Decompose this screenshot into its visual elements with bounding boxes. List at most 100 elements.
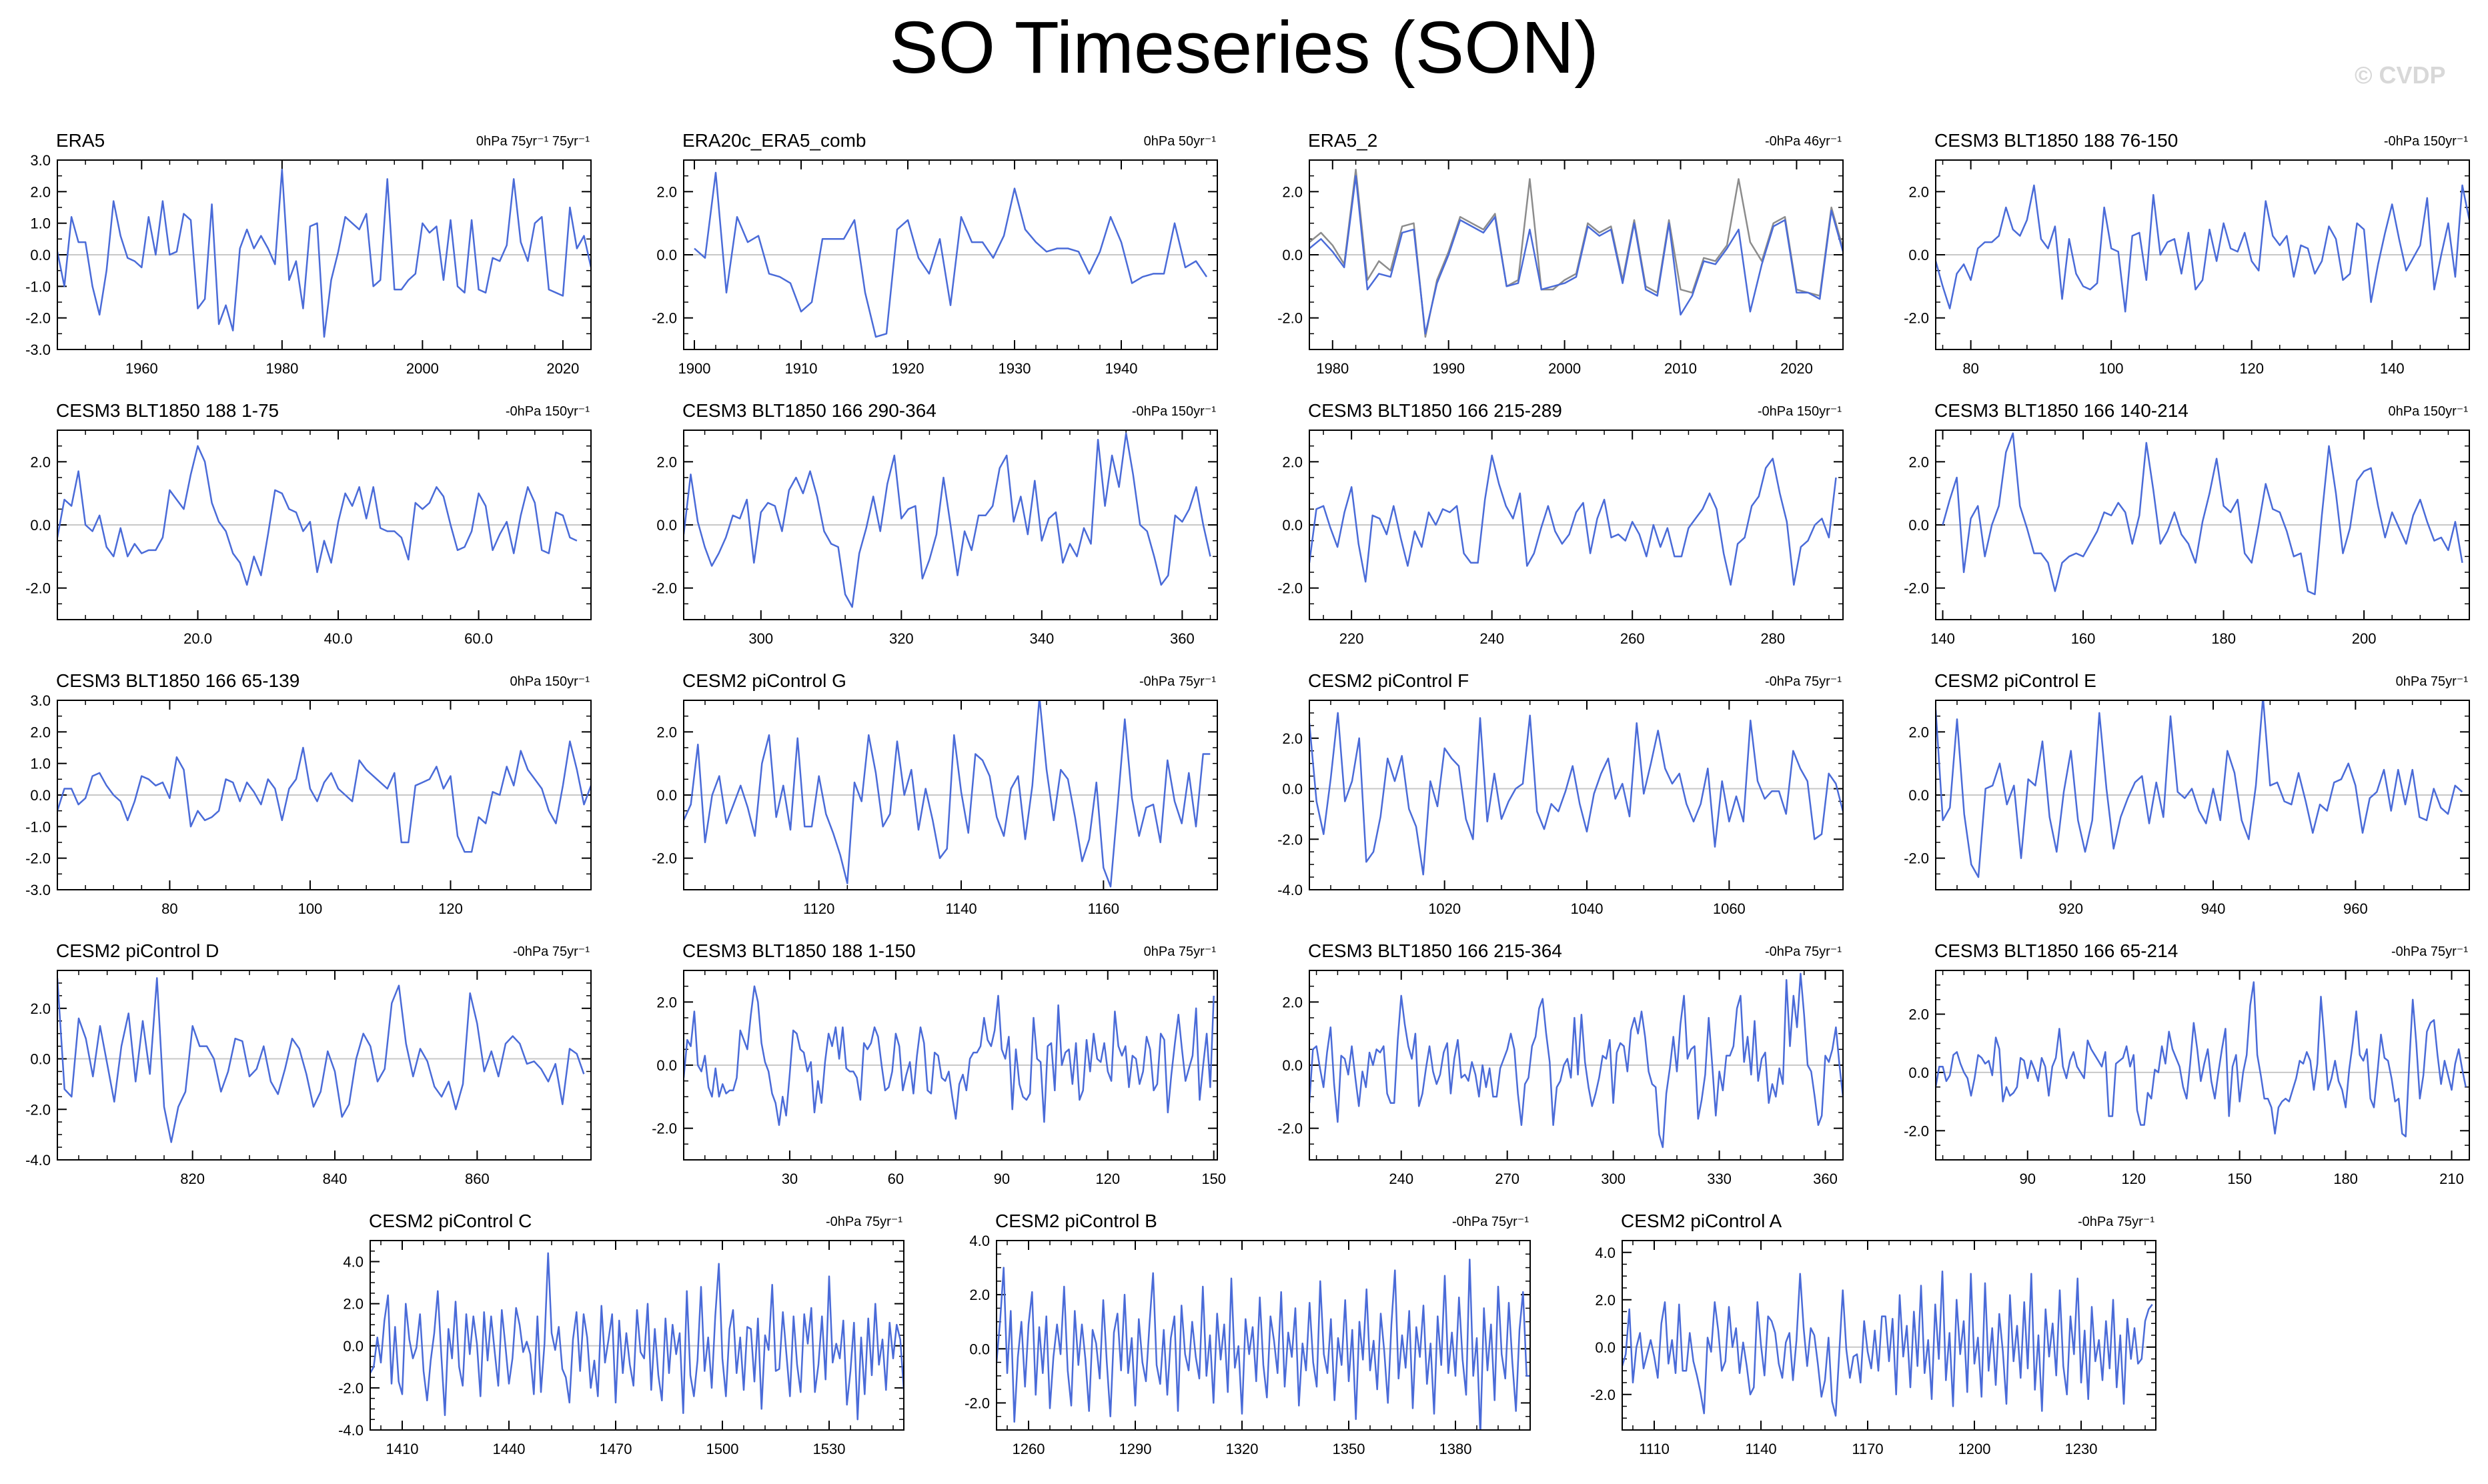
x-tick-label: 1230 — [2065, 1441, 2098, 1457]
panel-17: CESM2 piControl C -0hPa 75yr⁻¹ -4.0 -2.0 0.0… — [338, 1211, 904, 1457]
y-tick-label: -2.0 — [338, 1380, 364, 1397]
y-tick-label: 2.0 — [1908, 454, 1929, 470]
x-tick-label: 180 — [2333, 1171, 2358, 1187]
panel-6: CESM3 BLT1850 166 290-364 -0hPa 150yr⁻¹ -2… — [652, 400, 1218, 647]
panel-title: ERA5_2 — [1308, 130, 1377, 151]
plot-frame — [1935, 430, 2470, 620]
y-tick-label: 2.0 — [343, 1296, 364, 1313]
y-tick-label: 0.0 — [1595, 1339, 1616, 1356]
panel-title: CESM2 piControl G — [682, 670, 846, 691]
x-tick-label: 160 — [2071, 630, 2096, 647]
x-tick-label: 1940 — [1105, 360, 1138, 377]
panel-title: CESM3 BLT1850 166 215-289 — [1308, 400, 1562, 421]
x-tick-label: 150 — [2227, 1171, 2252, 1187]
x-tick-label: 360 — [1813, 1171, 1838, 1187]
y-tick-label: 0.0 — [656, 247, 677, 263]
x-tick-label: 1500 — [706, 1441, 739, 1457]
plot-frame — [996, 1240, 1531, 1431]
y-tick-label: 2.0 — [1282, 454, 1303, 470]
x-tick-label: 1530 — [813, 1441, 846, 1457]
panel-title: CESM2 piControl D — [56, 940, 219, 961]
x-tick-label: 1200 — [1958, 1441, 1991, 1457]
y-tick-label: -2.0 — [25, 310, 51, 327]
y-tick-label: 0.0 — [1282, 781, 1303, 798]
y-tick-label: 2.0 — [656, 994, 677, 1010]
y-tick-label: -2.0 — [25, 580, 51, 597]
x-tick-label: 840 — [323, 1171, 348, 1187]
panel-subtitle: -0hPa 150yr⁻¹ — [506, 404, 590, 419]
x-tick-label: 90 — [994, 1171, 1010, 1187]
y-tick-label: 0.0 — [656, 787, 677, 804]
y-tick-label: 2.0 — [1908, 724, 1929, 740]
panel-12: CESM2 piControl E 0hPa 75yr⁻¹ -2.0 0.0 2.0 92… — [1904, 670, 2470, 917]
plot-frame — [1935, 159, 2470, 350]
y-tick-label: -2.0 — [25, 850, 51, 867]
series-line — [684, 700, 1211, 888]
x-tick-label: 1140 — [1745, 1441, 1776, 1457]
x-tick-label: 920 — [2058, 900, 2083, 917]
panel-16: CESM3 BLT1850 166 65-214 -0hPa 75yr⁻¹ -2.0… — [1904, 940, 2470, 1187]
panel-subtitle: -0hPa 46yr⁻¹ — [1765, 134, 1842, 149]
series-line — [1309, 175, 1843, 335]
panel-7: CESM3 BLT1850 166 215-289 -0hPa 150yr⁻¹ -2… — [1277, 400, 1844, 647]
y-tick-label: 0.0 — [30, 247, 51, 263]
panel-subtitle: -0hPa 75yr⁻¹ — [1139, 674, 1216, 689]
plot-frame — [57, 700, 592, 890]
plot-frame — [370, 1240, 904, 1431]
x-tick-label: 1410 — [386, 1441, 419, 1457]
series-line — [1309, 454, 1837, 586]
y-tick-label: -4.0 — [338, 1422, 364, 1439]
y-tick-label: -2.0 — [1277, 1121, 1303, 1137]
y-tick-label: -2.0 — [1904, 580, 1929, 597]
y-tick-label: 2.0 — [656, 183, 677, 200]
y-tick-label: 2.0 — [1282, 183, 1303, 200]
panel-18: CESM2 piControl B -0hPa 75yr⁻¹ -2.0 0.0 2.0 4… — [965, 1211, 1531, 1457]
plot-frame — [1935, 700, 2470, 890]
x-tick-label: 180 — [2211, 630, 2236, 647]
y-tick-label: 0.0 — [30, 517, 51, 534]
x-tick-label: 1320 — [1226, 1441, 1259, 1457]
series-line — [57, 977, 585, 1143]
x-tick-label: 2020 — [1780, 360, 1813, 377]
y-tick-label: 4.0 — [343, 1254, 364, 1271]
y-tick-label: 0.0 — [1908, 787, 1929, 804]
panel-subtitle: 0hPa 50yr⁻¹ — [1144, 134, 1217, 149]
panel-title: CESM3 BLT1850 166 290-364 — [682, 400, 937, 421]
panel-subtitle: 0hPa 75yr⁻¹ 75yr⁻¹ — [476, 134, 590, 149]
x-tick-label: 120 — [2239, 360, 2264, 377]
panel-subtitle: -0hPa 75yr⁻¹ — [1765, 674, 1842, 689]
plot-frame — [1309, 430, 1844, 620]
x-tick-label: 240 — [1389, 1171, 1413, 1187]
series-line — [57, 445, 578, 586]
panel-subtitle: 0hPa 150yr⁻¹ — [510, 674, 590, 689]
panel-8: CESM3 BLT1850 166 140-214 0hPa 150yr⁻¹ -2.… — [1904, 400, 2470, 647]
panel-title: CESM3 BLT1850 188 1-150 — [682, 940, 916, 961]
panel-title: CESM3 BLT1850 188 76-150 — [1934, 130, 2178, 151]
x-tick-label: 320 — [889, 630, 914, 647]
x-tick-label: 40.0 — [324, 630, 353, 647]
y-tick-label: -3.0 — [25, 882, 51, 898]
panel-15: CESM3 BLT1850 166 215-364 -0hPa 75yr⁻¹ -2.… — [1277, 940, 1844, 1187]
panel-subtitle: -0hPa 75yr⁻¹ — [826, 1215, 902, 1229]
y-tick-label: -2.0 — [1277, 580, 1303, 597]
plot-frame — [1935, 970, 2470, 1161]
y-tick-label: 1.0 — [30, 215, 51, 232]
y-tick-label: 2.0 — [1282, 730, 1303, 747]
y-tick-label: -3.0 — [25, 341, 51, 358]
y-tick-label: 0.0 — [1908, 1064, 1929, 1081]
y-tick-label: -2.0 — [1277, 310, 1303, 327]
x-tick-label: 150 — [1201, 1171, 1226, 1187]
x-tick-label: 1900 — [678, 360, 711, 377]
plot-frame — [683, 159, 1218, 350]
x-tick-label: 1980 — [1316, 360, 1349, 377]
panel-subtitle: -0hPa 75yr⁻¹ — [1765, 944, 1842, 959]
panel-5: CESM3 BLT1850 188 1-75 -0hPa 150yr⁻¹ -2.0 0… — [25, 400, 592, 647]
x-tick-label: 2020 — [546, 360, 579, 377]
panel-title: CESM2 piControl C — [369, 1211, 532, 1231]
panel-title: CESM3 BLT1850 166 65-139 — [56, 670, 299, 691]
y-tick-label: -2.0 — [1904, 1123, 1929, 1139]
plot-frame — [57, 430, 592, 620]
x-tick-label: 1290 — [1119, 1441, 1152, 1457]
plot-frame — [683, 430, 1218, 620]
x-tick-label: 60.0 — [464, 630, 493, 647]
